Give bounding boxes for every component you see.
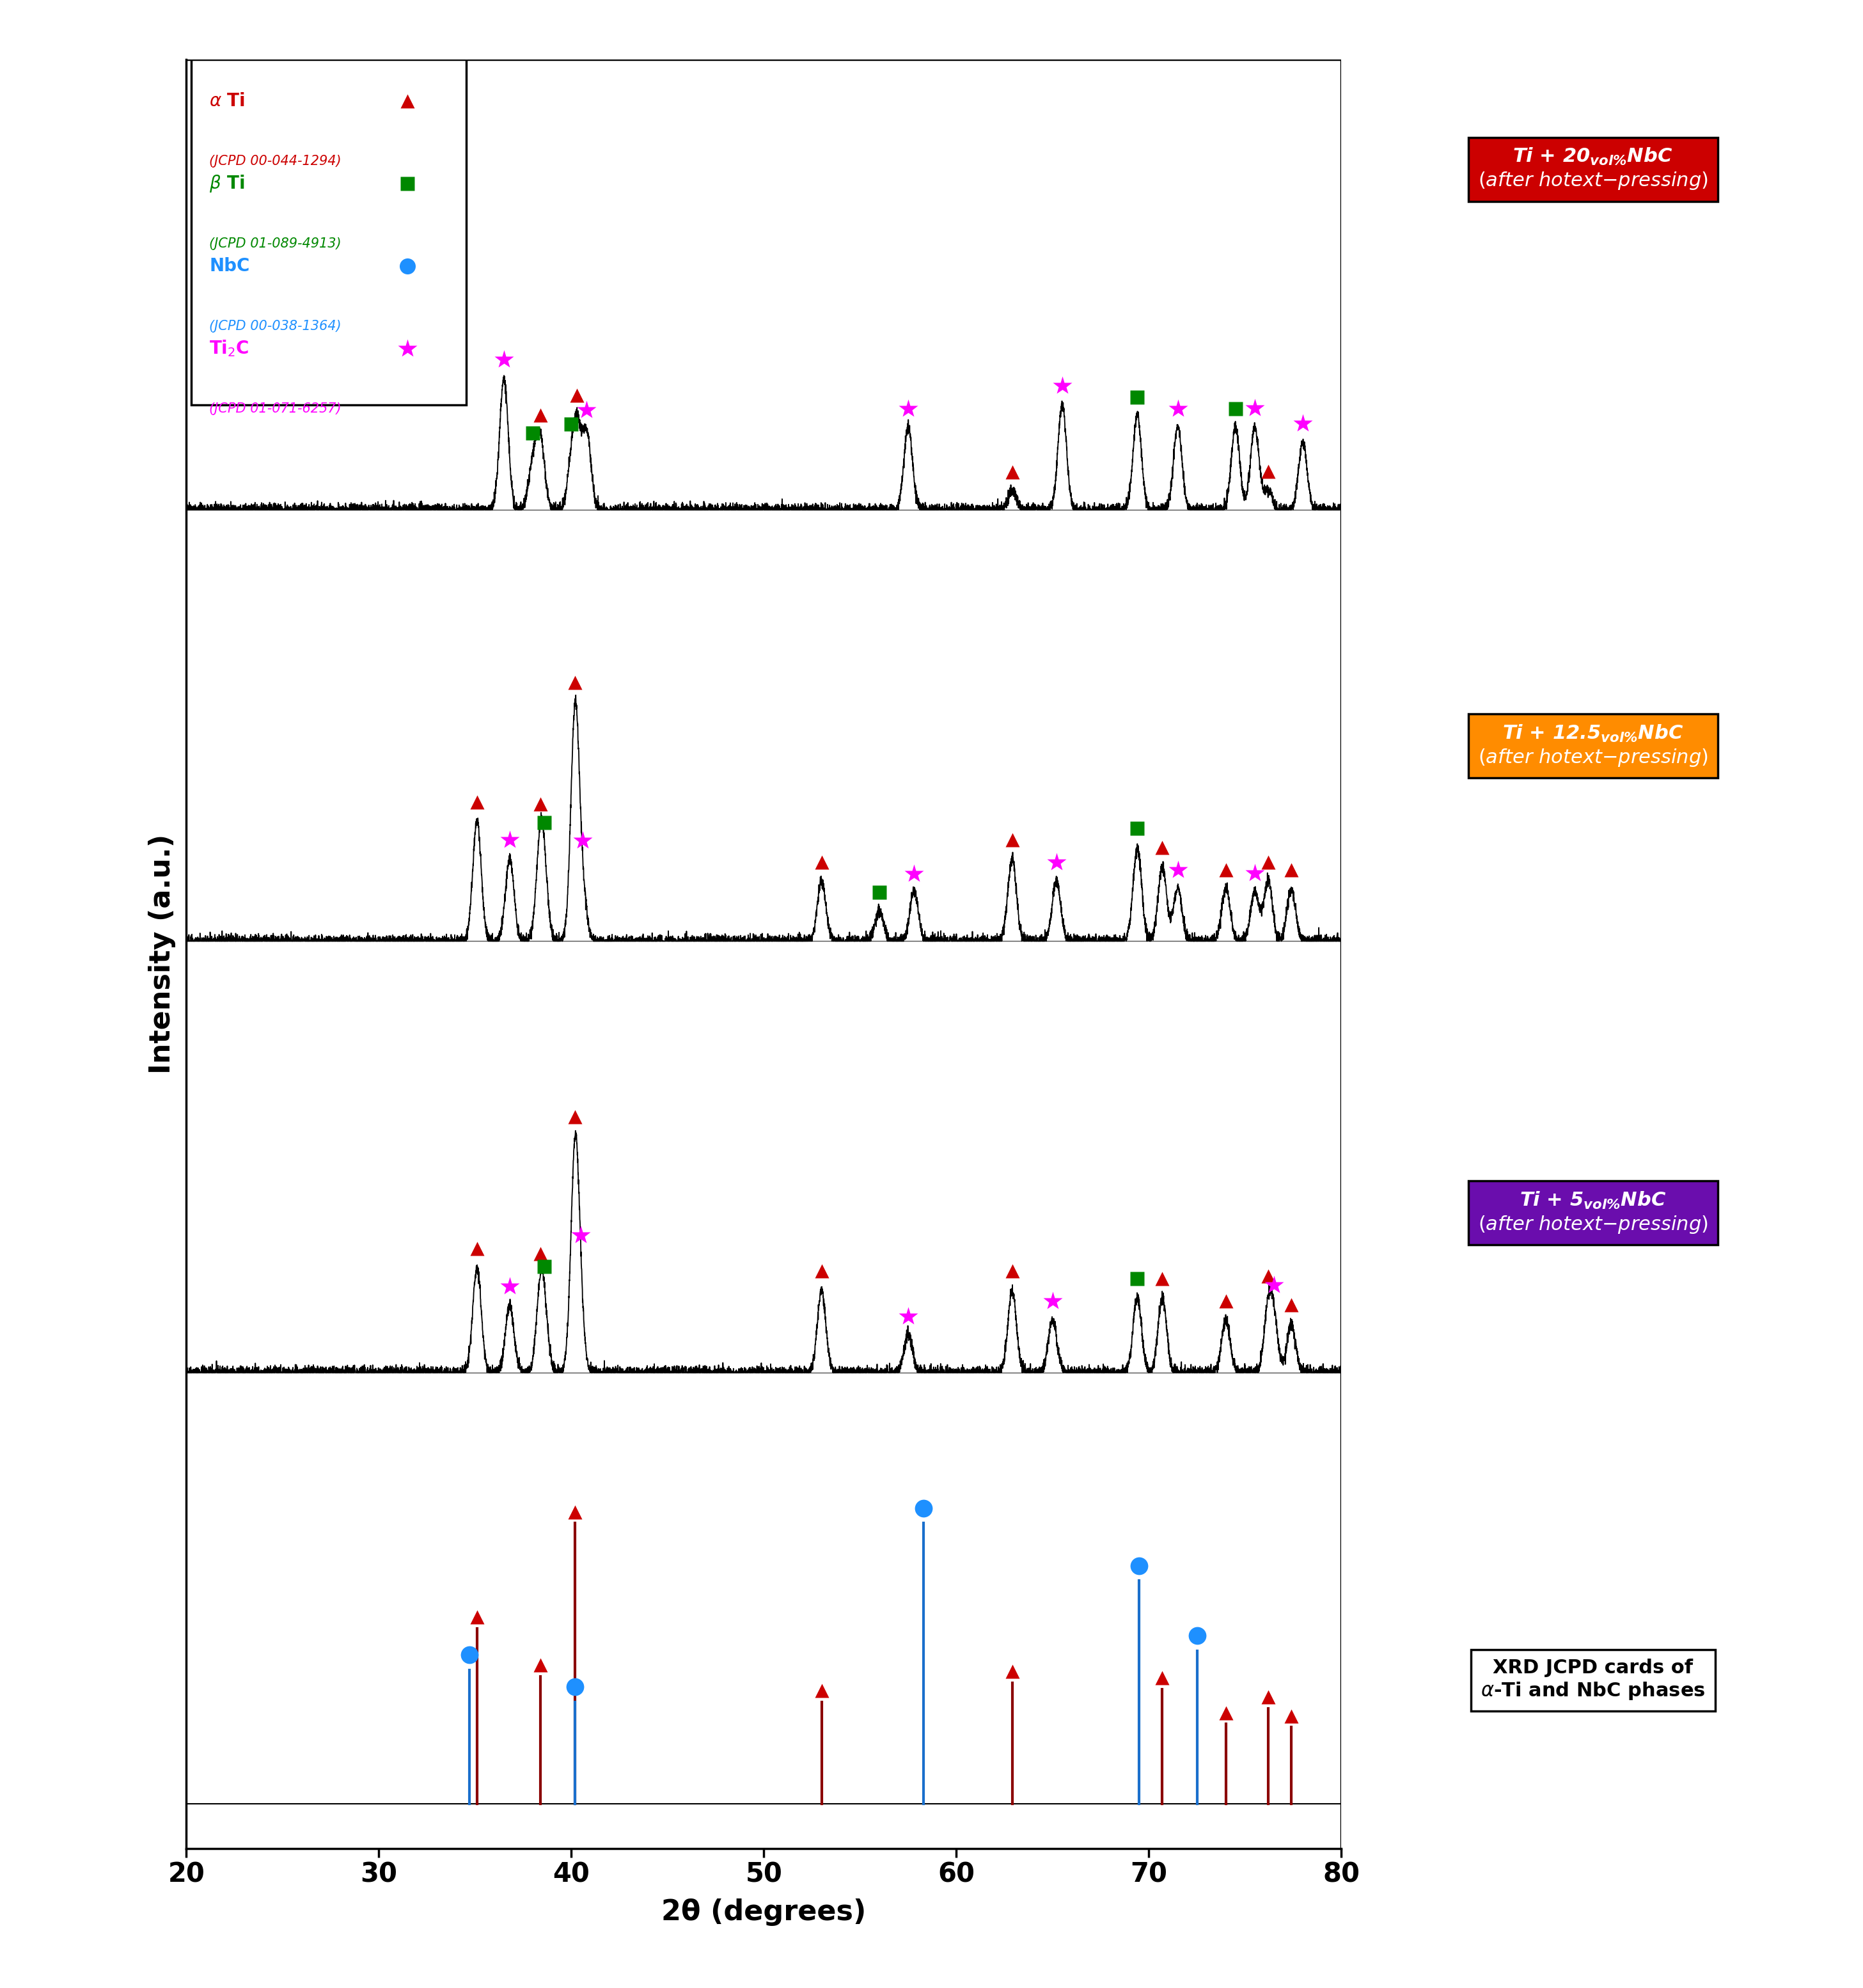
Text: Ti + 5$_{\mathregular{vol\%}}$NbC
$(after\ hot	ext{-}pressing)$: Ti + 5$_{\mathregular{vol\%}}$NbC $(afte…: [1477, 1191, 1708, 1235]
X-axis label: 2θ (degrees): 2θ (degrees): [661, 1899, 866, 1926]
Text: Ti + 12.5$_{\mathregular{vol\%}}$NbC
$(after\ hot	ext{-}pressing)$: Ti + 12.5$_{\mathregular{vol\%}}$NbC $(a…: [1477, 724, 1708, 767]
Text: XRD JCPD cards of
$\alpha$-Ti and NbC phases: XRD JCPD cards of $\alpha$-Ti and NbC ph…: [1481, 1658, 1705, 1702]
Text: (JCPD 01-071-6257): (JCPD 01-071-6257): [209, 402, 341, 415]
Text: (JCPD 00-038-1364): (JCPD 00-038-1364): [209, 320, 341, 332]
Text: (JCPD 00-044-1294): (JCPD 00-044-1294): [209, 155, 341, 167]
Text: Ti + 20$_{\mathregular{vol\%}}$NbC
$(after\ hot	ext{-}pressing)$: Ti + 20$_{\mathregular{vol\%}}$NbC $(aft…: [1477, 147, 1708, 191]
Text: $\beta$ Ti: $\beta$ Ti: [209, 173, 244, 193]
Text: $\alpha$ Ti: $\alpha$ Ti: [209, 91, 246, 109]
Text: NbC: NbC: [209, 256, 250, 274]
Text: (JCPD 01-089-4913): (JCPD 01-089-4913): [209, 237, 341, 250]
FancyBboxPatch shape: [192, 52, 466, 406]
Y-axis label: Intensity (a.u.): Intensity (a.u.): [149, 835, 175, 1074]
Text: Ti$_2$C: Ti$_2$C: [209, 338, 250, 358]
